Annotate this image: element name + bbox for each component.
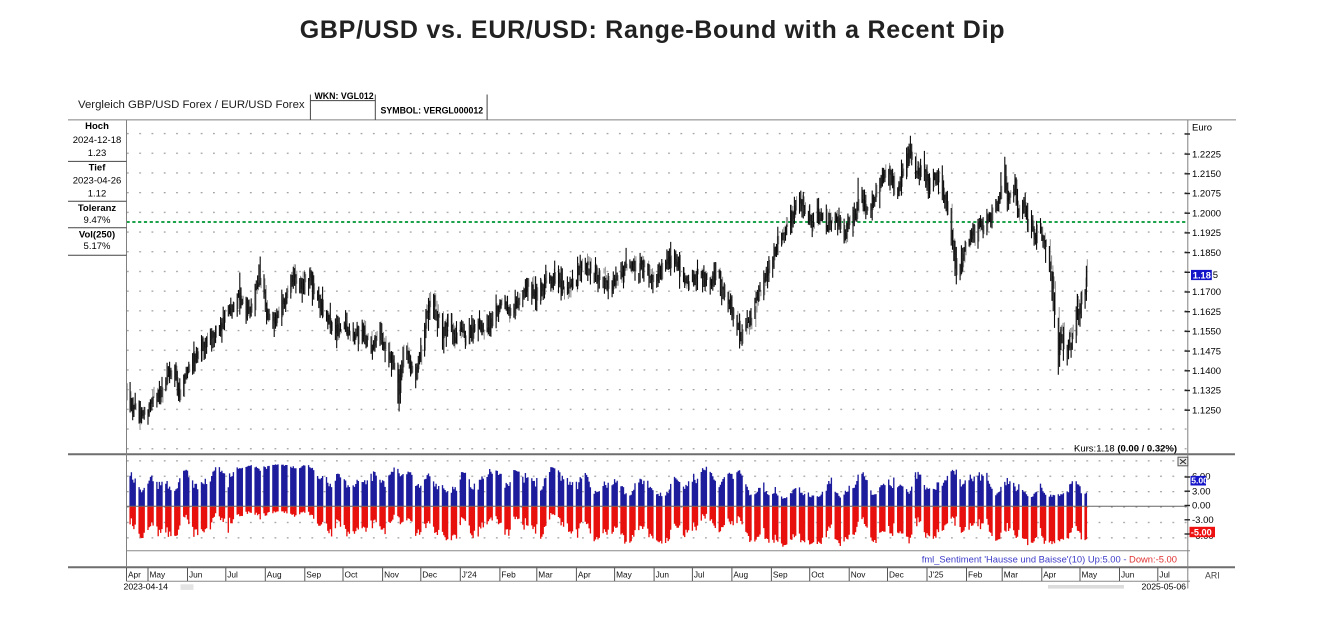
svg-text:1.12: 1.12 [88,188,107,199]
svg-text:Toleranz: Toleranz [78,203,117,214]
svg-text:Apr: Apr [1043,570,1056,580]
svg-text:Jul: Jul [1159,570,1170,580]
svg-text:Apr: Apr [578,570,591,580]
svg-text:Sep: Sep [306,570,321,580]
svg-text:1.1400: 1.1400 [1192,366,1221,377]
svg-text:1.1850: 1.1850 [1192,248,1221,259]
svg-text:Jun: Jun [189,570,203,580]
svg-text:Oct: Oct [345,570,359,580]
svg-text:1.2075: 1.2075 [1192,189,1221,200]
svg-text:-5.00: -5.00 [1191,527,1212,537]
svg-text:0.00: 0.00 [1192,501,1211,512]
svg-text:Jun: Jun [656,570,670,580]
svg-text:1.23: 1.23 [88,148,107,159]
svg-text:Jun: Jun [1121,570,1135,580]
svg-text:Kurs:1.18 (0.00 / 0.32%): Kurs:1.18 (0.00 / 0.32%) [1074,443,1177,454]
svg-text:May: May [150,570,167,580]
svg-text:Feb: Feb [501,570,516,580]
svg-text:Mar: Mar [1004,570,1019,580]
svg-text:2023-04-26: 2023-04-26 [73,176,122,187]
svg-text:1.2225: 1.2225 [1192,149,1221,160]
svg-text:Nov: Nov [851,570,867,580]
svg-text:Oct: Oct [811,570,825,580]
svg-text:J'25: J'25 [929,570,944,580]
svg-text:Aug: Aug [733,570,748,580]
svg-text:SYMBOL: VERGL000012: SYMBOL: VERGL000012 [381,106,484,116]
svg-text:1.2150: 1.2150 [1192,169,1221,180]
svg-text:Apr: Apr [128,570,141,580]
svg-text:Dec: Dec [889,570,904,580]
svg-text:WKN: VGL012: WKN: VGL012 [315,91,374,101]
svg-text:-3.00: -3.00 [1192,515,1214,526]
svg-text:Feb: Feb [968,570,983,580]
svg-text:Vol(250): Vol(250) [79,229,115,240]
svg-text:1.1550: 1.1550 [1192,327,1221,338]
svg-text:1.1700: 1.1700 [1192,287,1221,298]
svg-text:1.1625: 1.1625 [1192,307,1221,318]
svg-text:1.1325: 1.1325 [1192,386,1221,397]
svg-text:Aug: Aug [267,570,282,580]
svg-text:Nov: Nov [384,570,400,580]
svg-text:Euro: Euro [1192,123,1212,134]
svg-text:5.17%: 5.17% [84,241,111,252]
svg-text:3.00: 3.00 [1192,486,1211,497]
svg-text:May: May [616,570,633,580]
svg-text:2024-12-18: 2024-12-18 [73,135,122,146]
svg-text:5.00: 5.00 [1191,476,1208,486]
svg-text:ARI: ARI [1205,571,1220,581]
svg-text:Mar: Mar [538,570,553,580]
svg-text:1.1925: 1.1925 [1192,228,1221,239]
svg-text:Vergleich GBP/USD Forex / EUR/: Vergleich GBP/USD Forex / EUR/USD Forex [78,99,305,111]
svg-text:1.2000: 1.2000 [1192,208,1221,219]
svg-text:1.1475: 1.1475 [1192,346,1221,357]
svg-text:J'24: J'24 [462,570,477,580]
svg-text:Jul: Jul [694,570,705,580]
svg-text:fml_Sentiment 'Hausse und Bais: fml_Sentiment 'Hausse und Baisse'(10) Up… [922,554,1177,565]
svg-text:9.47%: 9.47% [84,215,111,226]
svg-text:2025-05-06: 2025-05-06 [1142,582,1187,592]
svg-text:5: 5 [1213,270,1218,281]
svg-text:May: May [1082,570,1099,580]
svg-text:1.1250: 1.1250 [1192,405,1221,416]
svg-text:2023-04-14: 2023-04-14 [124,582,169,592]
svg-text:Hoch: Hoch [85,121,109,132]
svg-text:Jul: Jul [227,570,238,580]
svg-text:Dec: Dec [422,570,437,580]
svg-text:Tief: Tief [89,163,107,174]
svg-text:Sep: Sep [773,570,788,580]
svg-text:1.18: 1.18 [1193,270,1211,280]
